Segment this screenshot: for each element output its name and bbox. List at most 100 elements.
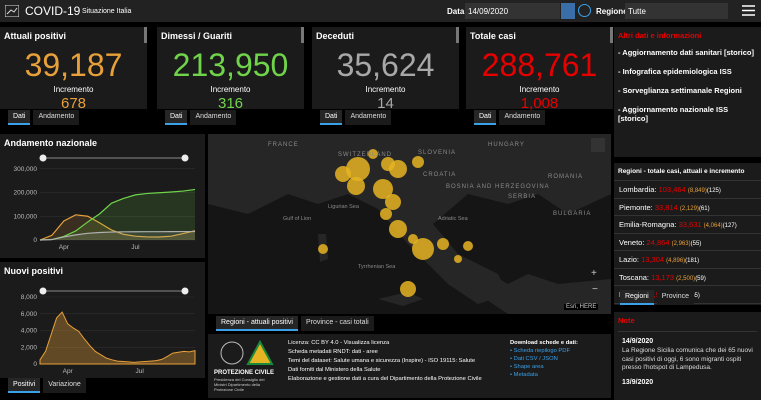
tab[interactable]: Dati xyxy=(474,110,497,125)
info-link[interactable]: - Sorveglianza settimanale Regioni xyxy=(618,86,742,95)
series-area xyxy=(40,214,195,240)
info-link[interactable]: - Infografica epidemiologica ISS xyxy=(618,67,732,76)
stat-card: Attuali positivi 39,187 Incremento 678 xyxy=(0,27,147,112)
map-label: BULGARIA xyxy=(553,211,592,217)
map-canvas xyxy=(208,134,611,314)
legend-button[interactable] xyxy=(591,138,605,152)
region-increment: (61) xyxy=(698,205,710,212)
region-name: Veneto: xyxy=(619,237,645,247)
region-select[interactable]: Tutte xyxy=(625,3,728,19)
slider-handle[interactable] xyxy=(39,154,47,162)
info-link[interactable]: - Aggiornamento nazionale ISS [storico] xyxy=(618,105,729,123)
date-label: Data xyxy=(447,7,465,16)
regions-title: Regioni - totale casi, attuali e increme… xyxy=(614,163,761,181)
region-current: (2,963) xyxy=(671,240,691,247)
map-label: SERBIA xyxy=(508,194,537,200)
footer-line: Licenza: CC BY 4.0 - Visualizza licenza xyxy=(288,340,390,346)
logo-title: PROTEZIONE CIVILE xyxy=(214,370,275,376)
tab[interactable]: Andamento xyxy=(499,110,546,125)
zoom-out[interactable]: − xyxy=(592,284,598,295)
download-link[interactable]: • Scheda riepilogo PDF xyxy=(510,348,571,354)
tab[interactable]: Positivi xyxy=(8,378,41,393)
region-increment: (55) xyxy=(690,240,702,247)
card-increment-label: Incremento xyxy=(519,85,560,94)
card-increment: 678 xyxy=(60,95,87,112)
region-row: Veneto: 24,864 (2,963)(55) xyxy=(614,234,761,251)
download-link[interactable]: • Metadata xyxy=(510,372,538,378)
map-label: Adriatic Sea xyxy=(438,216,468,222)
stat-card: Totale casi 288,761 Incremento 1,008 xyxy=(466,27,613,112)
bubbles xyxy=(318,149,473,297)
x-tick-label: Jul xyxy=(135,368,144,375)
card-title: Deceduti xyxy=(316,31,355,41)
x-tick-label: Apr xyxy=(63,368,74,375)
tab[interactable]: Regioni xyxy=(620,290,654,305)
footer-line: Temi del dataset: Salute umana e sicurez… xyxy=(288,358,476,364)
slider-handle[interactable] xyxy=(181,287,189,295)
tab[interactable]: Province - casi totali xyxy=(300,316,374,331)
region-total: 13,173 xyxy=(651,272,675,282)
download-link[interactable]: • Shape area xyxy=(510,364,544,370)
note-date: 14/9/2020 xyxy=(622,338,654,345)
region-row: Toscana: 13,173 (2,500)(59) xyxy=(614,269,761,286)
y-tick-label: 0 xyxy=(33,237,37,244)
info-link[interactable]: - Aggiornamento dati sanitari [storico] xyxy=(618,48,754,57)
trend-panel: Andamento nazionale 0 100,000 200,000 300,0… xyxy=(0,134,205,258)
area xyxy=(39,311,196,365)
card-increment-label: Incremento xyxy=(210,85,251,94)
menu-button[interactable] xyxy=(742,5,755,16)
zoom-in[interactable]: + xyxy=(591,268,597,279)
tab[interactable]: Andamento xyxy=(345,110,392,125)
region-total: 103,464 xyxy=(658,185,686,194)
card-increment: 1,008 xyxy=(520,95,559,112)
app-subtitle: Situazione Italia xyxy=(82,8,132,15)
land xyxy=(378,292,423,306)
tab[interactable]: Regioni - attuali positivi xyxy=(216,316,298,331)
series-line xyxy=(39,230,196,241)
region-increment: (59) xyxy=(695,275,706,282)
region-current: (2,129) xyxy=(679,205,699,212)
card-title: Attuali positivi xyxy=(4,31,67,41)
tab[interactable]: Andamento xyxy=(33,110,80,125)
region-label: Regione xyxy=(596,7,628,16)
land xyxy=(208,134,611,304)
card-increment-label: Incremento xyxy=(53,85,94,94)
region-row: Piemonte: 33,814 (2,129)(61) xyxy=(614,199,761,216)
y-tick-label: 100,000 xyxy=(14,213,38,220)
y-tick-label: 0 xyxy=(33,361,37,368)
calendar-button[interactable] xyxy=(561,3,575,19)
x-tick-label: Jul xyxy=(131,244,140,251)
map-label: SLOVENIA xyxy=(418,150,457,156)
regions-panel: Regioni - totale casi, attuali e increme… xyxy=(614,163,761,305)
stat-card: Deceduti 35,624 Incremento 14 xyxy=(312,27,459,112)
y-tick-label: 300,000 xyxy=(14,166,38,173)
card-title: Totale casi xyxy=(470,31,516,41)
map-label: FRANCE xyxy=(268,142,299,148)
download-link[interactable]: • Dati CSV / JSON xyxy=(510,356,558,362)
clock-button[interactable] xyxy=(578,4,591,17)
region-row: Lazio: 13,304 (4,896)(181) xyxy=(614,251,761,269)
tab[interactable]: Province xyxy=(656,290,694,305)
tab[interactable]: Andamento xyxy=(190,110,237,125)
region-current: (8,849) xyxy=(687,188,707,194)
date-input[interactable]: 14/09/2020 xyxy=(465,3,560,19)
region-row: Emilia-Romagna: 33,631 (4,064)(127) xyxy=(614,216,761,234)
tab[interactable]: Dati xyxy=(320,110,343,125)
card-value: 39,187 xyxy=(24,47,123,83)
slider-handle[interactable] xyxy=(39,287,47,295)
region-increment: (125) xyxy=(706,188,721,194)
scrollbar xyxy=(144,27,147,43)
x-tick-label: Apr xyxy=(59,244,70,251)
tab[interactable]: Dati xyxy=(8,110,31,125)
map-label: CROATIA xyxy=(423,172,457,178)
tab[interactable]: Variazione xyxy=(43,378,86,393)
footer-line: Dati forniti dal Ministero della Salute xyxy=(288,367,381,373)
slider-handle[interactable] xyxy=(181,154,189,162)
y-tick-label: 6,000 xyxy=(21,311,38,318)
region-current: (4,064) xyxy=(703,223,723,229)
scrollbar xyxy=(301,27,304,43)
tab[interactable]: Dati xyxy=(165,110,188,125)
scrollbar xyxy=(456,27,459,43)
region-current: (4,896) xyxy=(666,258,686,264)
